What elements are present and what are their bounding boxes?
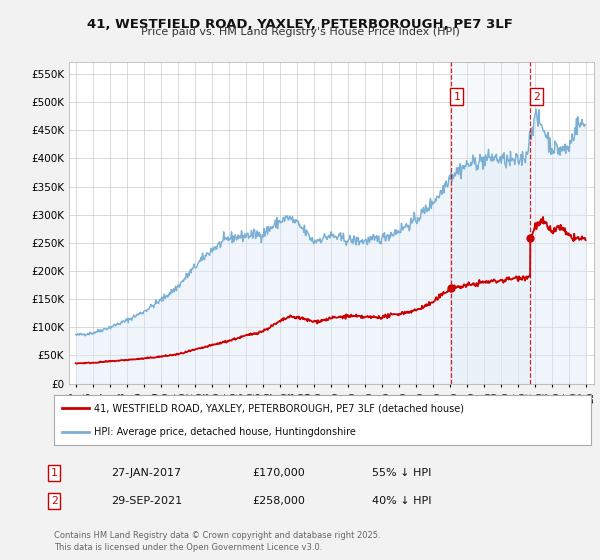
- Bar: [451, 62, 530, 384]
- Text: 29-SEP-2021: 29-SEP-2021: [111, 496, 182, 506]
- Text: £170,000: £170,000: [252, 468, 305, 478]
- Text: 27-JAN-2017: 27-JAN-2017: [111, 468, 181, 478]
- Text: 40% ↓ HPI: 40% ↓ HPI: [372, 496, 431, 506]
- Text: 1: 1: [454, 91, 460, 101]
- Text: 2: 2: [50, 496, 58, 506]
- Text: 2: 2: [533, 91, 539, 101]
- Text: 41, WESTFIELD ROAD, YAXLEY, PETERBOROUGH, PE7 3LF: 41, WESTFIELD ROAD, YAXLEY, PETERBOROUGH…: [87, 18, 513, 31]
- Text: 41, WESTFIELD ROAD, YAXLEY, PETERBOROUGH, PE7 3LF (detached house): 41, WESTFIELD ROAD, YAXLEY, PETERBOROUGH…: [94, 403, 464, 413]
- Text: £258,000: £258,000: [252, 496, 305, 506]
- Text: Contains HM Land Registry data © Crown copyright and database right 2025.
This d: Contains HM Land Registry data © Crown c…: [54, 531, 380, 552]
- Text: HPI: Average price, detached house, Huntingdonshire: HPI: Average price, detached house, Hunt…: [94, 427, 356, 437]
- Text: Price paid vs. HM Land Registry's House Price Index (HPI): Price paid vs. HM Land Registry's House …: [140, 27, 460, 38]
- Text: 55% ↓ HPI: 55% ↓ HPI: [372, 468, 431, 478]
- Text: 1: 1: [50, 468, 58, 478]
